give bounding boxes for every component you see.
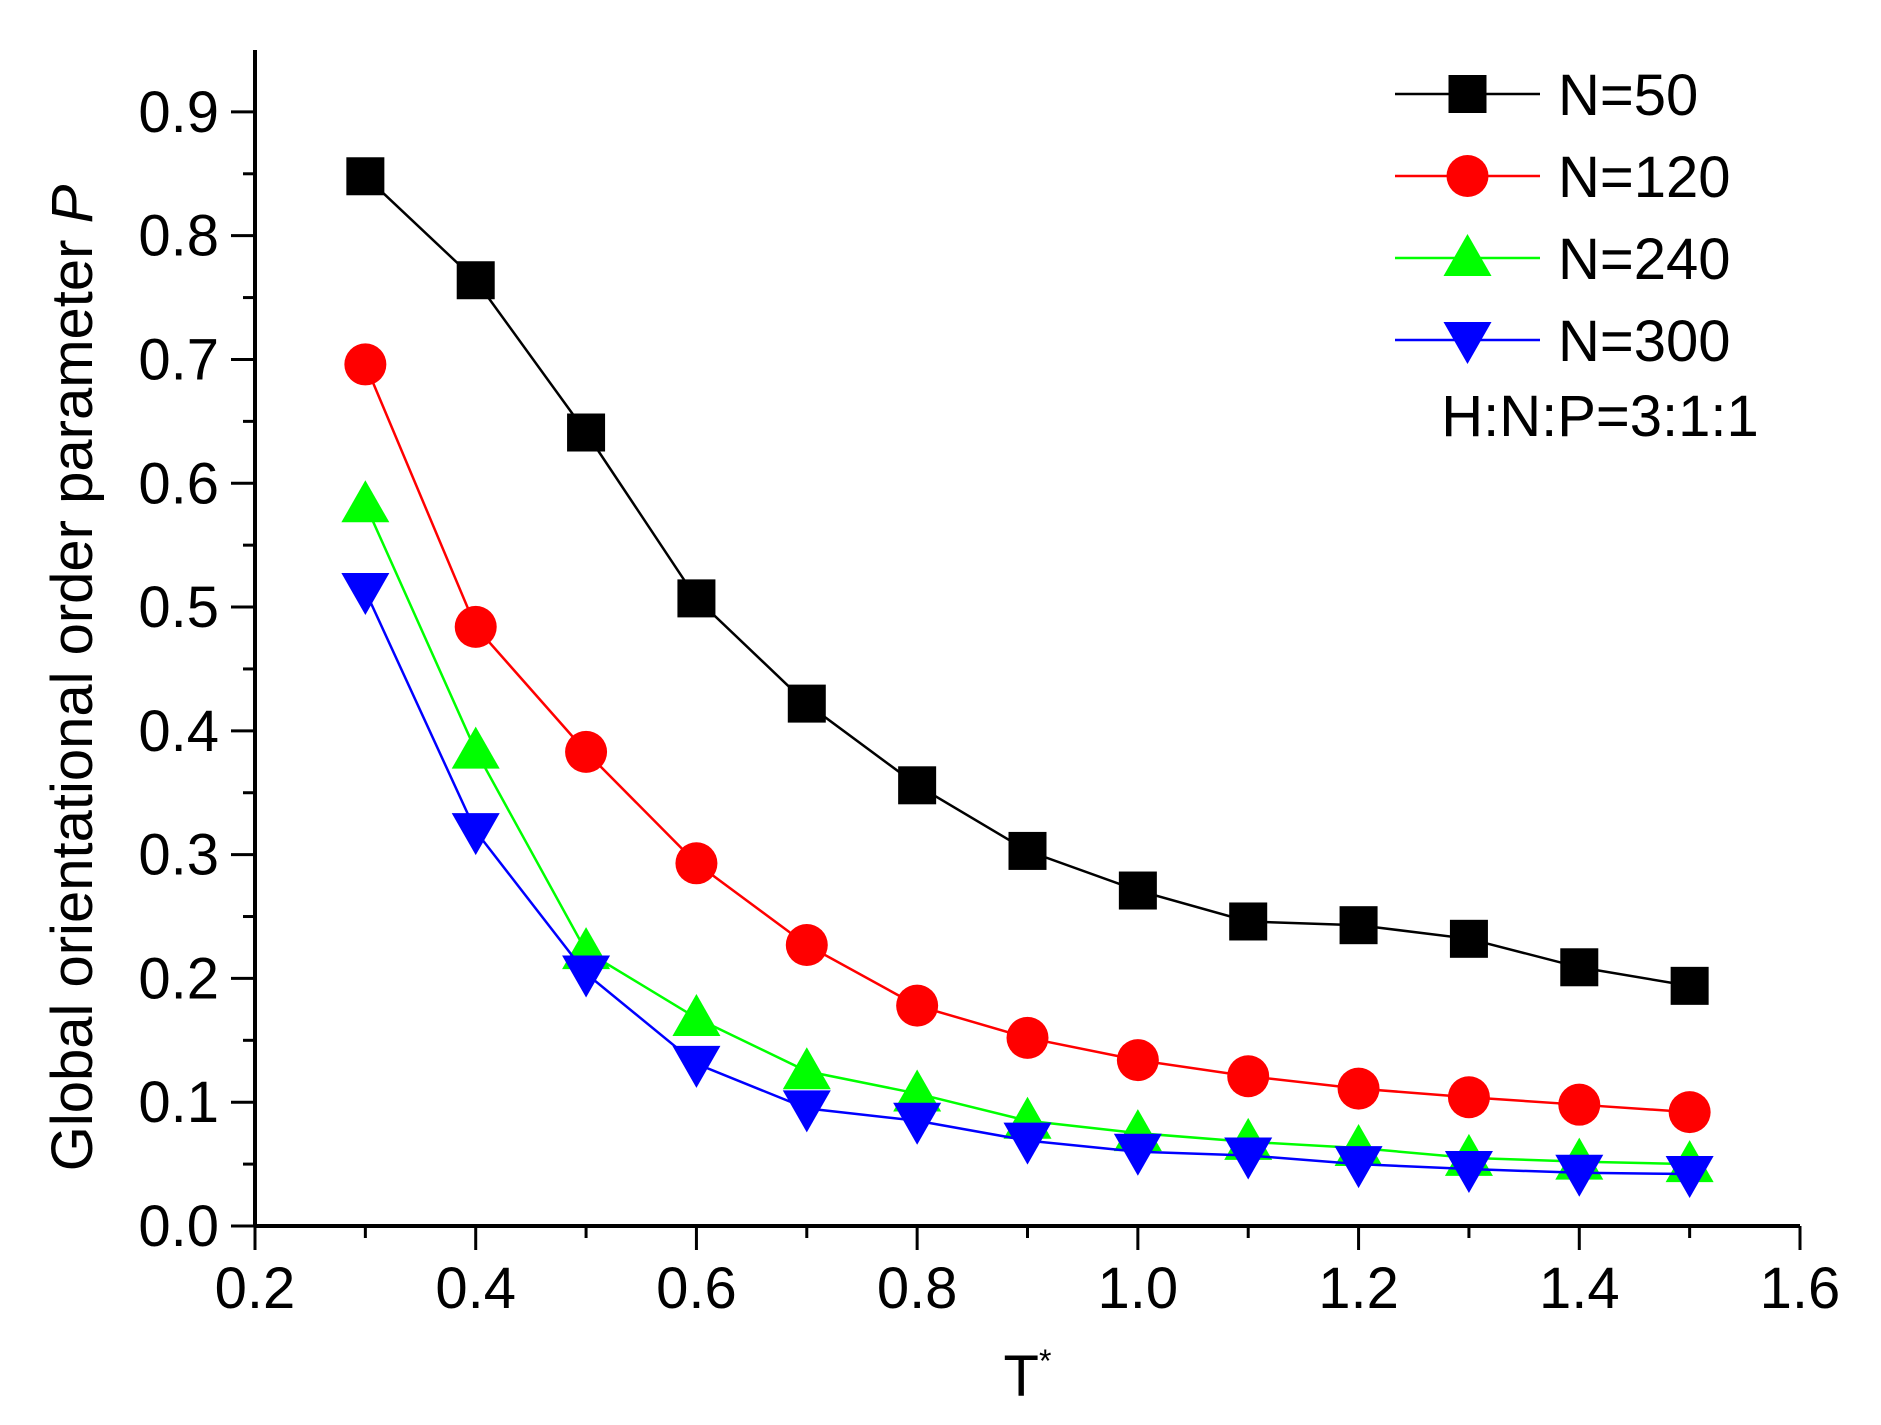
data-point-n-120 [1447, 1076, 1490, 1119]
y-axis-label-main: Global orientational order parameter [40, 240, 105, 1172]
y-axis-label-symbol: P [40, 184, 105, 223]
data-point-n-50 [1560, 948, 1599, 987]
series-n-50 [346, 157, 1709, 1005]
data-point-n-120 [1558, 1083, 1601, 1126]
x-tick-label: 0.6 [656, 1256, 737, 1321]
y-axis-label: Global orientational order parameter P [40, 184, 105, 1171]
data-point-n-120 [1116, 1039, 1159, 1082]
data-point-n-300 [1555, 1154, 1604, 1197]
legend-marker-n-300 [1443, 322, 1492, 364]
data-point-n-300 [893, 1102, 942, 1145]
data-point-n-120 [454, 605, 497, 648]
x-tick-label: 1.0 [1098, 1256, 1179, 1321]
data-point-n-50 [1670, 966, 1709, 1005]
y-tick-label: 0.8 [138, 204, 219, 269]
data-point-n-300 [1224, 1137, 1273, 1180]
legend-label-n-120: N=120 [1558, 145, 1731, 210]
legend-label-n-240: N=240 [1558, 227, 1731, 292]
series-n-240 [341, 480, 1714, 1183]
data-point-n-50 [1449, 919, 1488, 958]
legend-marker-n-240 [1443, 234, 1492, 276]
y-tick-label: 0.4 [138, 699, 219, 764]
axes: 0.2 0.4 0.6 0.8 1.0 1.2 1.4 1.6 0.0 0.1 0.2 0.3 0.4 0… [138, 50, 1840, 1321]
data-point-n-120 [344, 343, 387, 386]
y-tick-label: 0.3 [138, 823, 219, 888]
x-axis-label: T* [1004, 1343, 1052, 1409]
data-point-n-120 [675, 842, 718, 885]
x-axis-label-main: T [1004, 1344, 1039, 1409]
data-point-n-50 [787, 684, 826, 723]
y-tick-label: 0.1 [138, 1070, 219, 1135]
data-point-n-300 [451, 813, 500, 856]
data-point-n-50 [567, 413, 606, 452]
data-point-n-300 [562, 955, 611, 998]
data-point-n-240 [341, 480, 390, 523]
series-line-n-120 [364, 363, 1690, 1114]
data-point-n-120 [1668, 1091, 1711, 1134]
x-tick-label: 1.4 [1539, 1256, 1620, 1321]
data-point-n-300 [1444, 1151, 1493, 1194]
legend: N=50 N=120 N=240 N=300 [1395, 63, 1731, 374]
data-point-n-120 [896, 984, 939, 1027]
data-point-n-240 [451, 726, 500, 769]
data-point-n-120 [1227, 1055, 1270, 1098]
data-point-n-120 [1006, 1016, 1049, 1059]
y-tick-label: 0.6 [138, 451, 219, 516]
data-point-n-240 [782, 1047, 831, 1090]
data-point-n-50 [1229, 902, 1268, 941]
y-tick-label: 0.2 [138, 946, 219, 1011]
data-point-n-50 [1339, 906, 1378, 945]
y-tick-label: 0.0 [138, 1194, 219, 1259]
data-point-n-300 [1003, 1122, 1052, 1165]
composition-annotation: H:N:P=3:1:1 [1441, 384, 1759, 449]
data-point-n-120 [565, 730, 608, 773]
x-tick-label: 0.8 [877, 1256, 958, 1321]
y-tick-label: 0.5 [138, 575, 219, 640]
data-point-n-50 [1008, 831, 1047, 870]
series-line-n-300 [364, 590, 1690, 1176]
series-n-120 [344, 343, 1711, 1134]
data-point-n-300 [782, 1090, 831, 1133]
x-tick-label: 0.4 [435, 1256, 516, 1321]
series-n-300 [341, 572, 1714, 1199]
data-point-n-120 [1337, 1067, 1380, 1110]
series-layer [341, 157, 1714, 1199]
data-point-n-120 [785, 923, 828, 966]
x-tick-label: 1.2 [1318, 1256, 1399, 1321]
y-tick-label: 0.9 [138, 80, 219, 145]
legend-marker-n-50 [1448, 75, 1487, 113]
x-tick-label: 0.2 [215, 1256, 296, 1321]
legend-marker-n-120 [1446, 155, 1489, 197]
data-point-n-50 [456, 261, 495, 300]
data-point-n-50 [898, 766, 937, 805]
data-point-n-300 [1665, 1156, 1714, 1199]
data-point-n-300 [672, 1045, 721, 1088]
data-point-n-240 [672, 994, 721, 1037]
legend-label-n-300: N=300 [1558, 309, 1731, 374]
legend-label-n-50: N=50 [1558, 63, 1698, 128]
data-point-n-300 [341, 572, 390, 615]
y-tick-label: 0.7 [138, 327, 219, 392]
x-axis-label-sup: * [1039, 1343, 1051, 1379]
data-point-n-50 [346, 157, 385, 196]
data-point-n-50 [677, 579, 716, 618]
x-tick-label: 1.6 [1760, 1256, 1841, 1321]
data-point-n-50 [1118, 871, 1157, 910]
data-point-n-240 [893, 1069, 942, 1112]
data-point-n-300 [1334, 1146, 1383, 1189]
data-point-n-300 [1113, 1133, 1162, 1176]
